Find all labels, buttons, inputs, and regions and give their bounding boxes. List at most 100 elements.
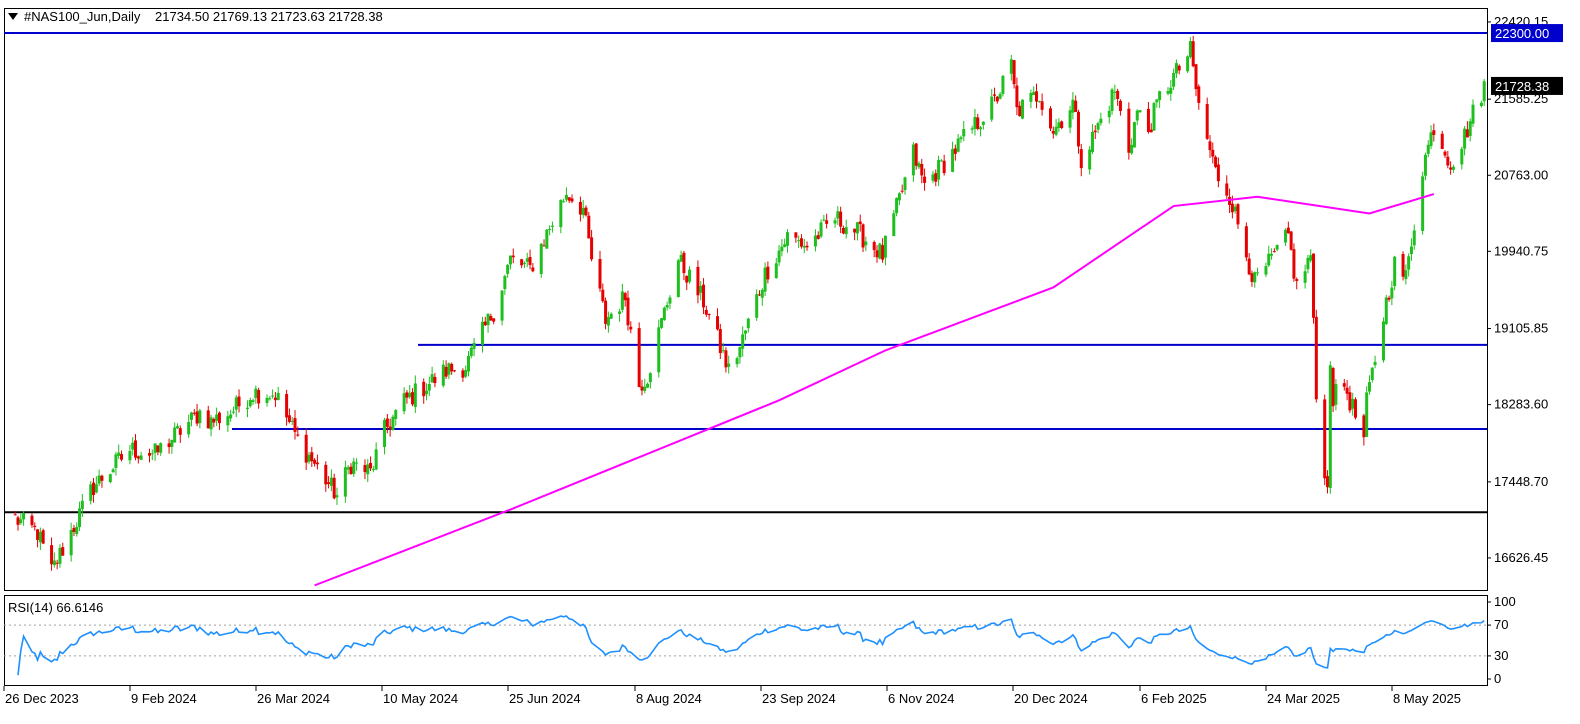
candle-body: [139, 455, 143, 460]
candle-body: [131, 442, 135, 450]
candle-body: [1384, 297, 1388, 325]
candle-body: [349, 466, 353, 475]
candle-body: [374, 449, 378, 470]
candle-body: [1032, 91, 1036, 96]
candle-body: [450, 363, 454, 372]
candle-body: [1021, 99, 1025, 119]
candle-body: [920, 164, 924, 176]
candle-body: [646, 383, 650, 388]
candle-body: [570, 198, 574, 202]
candle-body: [1270, 253, 1274, 256]
candle-body: [970, 128, 974, 130]
candle-body: [785, 232, 789, 246]
date-tick-label: 26 Mar 2024: [257, 691, 330, 706]
candle-body: [489, 316, 493, 321]
candle-body: [1303, 271, 1307, 283]
candle-body: [895, 197, 899, 214]
candle-body: [844, 227, 848, 235]
candle-body: [506, 264, 510, 274]
candle-body: [13, 514, 17, 516]
candle-body: [41, 530, 45, 544]
candle-body: [1186, 56, 1190, 72]
candle-body: [287, 415, 291, 422]
candle-body: [268, 398, 272, 400]
rsi-panel-frame: [4, 595, 1488, 686]
candle-body: [1116, 90, 1120, 99]
candle-body: [584, 207, 588, 216]
candle-body: [1149, 129, 1153, 133]
current-price-tag-text: 21728.38: [1495, 79, 1549, 94]
candle-body: [1158, 91, 1162, 101]
candle-body: [702, 284, 706, 308]
candle-body: [520, 259, 524, 266]
candle-body: [1188, 41, 1192, 58]
candle-body: [819, 222, 823, 237]
candle-body: [564, 194, 568, 200]
chart-header-symbol: #NAS100_Jun,Daily: [24, 9, 141, 24]
candle-body: [30, 515, 34, 526]
candle-body: [539, 243, 543, 274]
candle-body: [58, 547, 62, 564]
candle-body: [1468, 121, 1472, 136]
candle-body: [1035, 91, 1039, 102]
candle-body: [590, 237, 594, 260]
candle-body: [1250, 273, 1254, 282]
candle-body: [346, 467, 350, 470]
candle-body: [366, 464, 370, 475]
candle-body: [178, 428, 182, 435]
candle-body: [783, 244, 787, 248]
date-tick-label: 9 Feb 2024: [131, 691, 197, 706]
candle-body: [1088, 149, 1092, 170]
candle-body: [483, 321, 487, 326]
candle-body: [1230, 203, 1234, 213]
candle-body: [234, 397, 238, 410]
candle-body: [685, 275, 689, 283]
candle-body: [189, 412, 193, 420]
candle-body: [1135, 110, 1139, 121]
candlestick-series: [13, 35, 1486, 571]
candle-body: [329, 477, 333, 486]
rsi-header-label: RSI(14) 66.6146: [8, 600, 103, 615]
candle-body: [1169, 87, 1173, 94]
candle-body: [332, 477, 336, 499]
candle-body: [676, 260, 680, 297]
candle-body: [1409, 246, 1413, 255]
candle-body: [724, 350, 728, 368]
candle-body: [1040, 101, 1044, 110]
candle-body: [858, 221, 862, 224]
candle-body: [942, 160, 946, 174]
price-tick-label: 19940.75: [1494, 243, 1548, 258]
candle-body: [273, 397, 277, 401]
candle-body: [531, 267, 535, 272]
date-tick-label: 8 May 2025: [1393, 691, 1461, 706]
candle-body: [766, 266, 770, 280]
candle-body: [486, 313, 490, 326]
candle-body: [696, 266, 700, 296]
candle-body: [562, 201, 566, 203]
candle-body: [699, 285, 703, 293]
candle-body: [864, 241, 868, 246]
candle-body: [92, 482, 96, 496]
candle-body: [1018, 105, 1022, 117]
candle-body: [1390, 287, 1394, 299]
candle-body: [763, 267, 767, 292]
candle-body: [662, 307, 666, 320]
rsi-tick-label: 0: [1494, 671, 1501, 686]
candle-body: [156, 445, 160, 453]
candle-body: [839, 211, 843, 227]
candle-body: [1191, 41, 1195, 67]
collapse-triangle-icon[interactable]: [8, 13, 18, 20]
candle-body: [1197, 86, 1201, 103]
candle-body: [1334, 384, 1338, 405]
moving-average-line: [314, 193, 1435, 587]
candle-body: [528, 257, 532, 265]
candle-body: [257, 390, 261, 404]
candle-body: [100, 475, 104, 481]
candle-body: [251, 400, 255, 402]
candle-body: [1009, 59, 1013, 74]
candle-body: [114, 454, 118, 468]
candle-body: [601, 289, 605, 302]
candle-body: [134, 440, 138, 458]
candle-body: [117, 452, 121, 456]
candle-body: [1286, 227, 1290, 234]
